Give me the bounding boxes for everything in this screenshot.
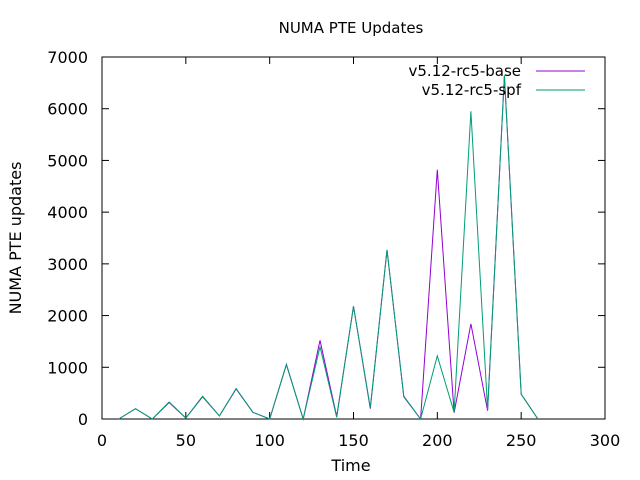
- plot-frame: [101, 56, 606, 420]
- y-tick-label: 6000: [47, 100, 88, 119]
- legend-label-1: v5.12-rc5-base: [409, 62, 522, 80]
- x-tick-label: 0: [97, 431, 107, 450]
- x-tick-label: 150: [338, 431, 369, 450]
- y-tick-label: 5000: [47, 151, 88, 170]
- series-lines: [118, 75, 539, 421]
- x-tick-label: 50: [176, 431, 196, 450]
- chart-title: NUMA PTE Updates: [279, 19, 424, 37]
- y-tick-label: 1000: [47, 358, 88, 377]
- series-line-1: [118, 75, 539, 421]
- y-tick-label: 2000: [47, 307, 88, 326]
- x-tick-label: 100: [254, 431, 285, 450]
- legend-label-2: v5.12-rc5-spf: [422, 81, 522, 99]
- y-tick-label: 7000: [47, 48, 88, 67]
- x-axis-label: Time: [330, 456, 370, 475]
- x-axis: 0 50 100 150 200 250 300: [97, 57, 620, 450]
- x-tick-label: 200: [422, 431, 453, 450]
- y-axis: 0 1000 2000 3000 4000 5000 6000 7000: [47, 48, 605, 429]
- plot-border: [101, 56, 606, 420]
- x-tick-label: 250: [506, 431, 537, 450]
- series-line-2: [118, 75, 539, 421]
- y-tick-label: 4000: [47, 203, 88, 222]
- y-axis-label: NUMA PTE updates: [6, 162, 25, 315]
- y-tick-label: 3000: [47, 255, 88, 274]
- x-tick-label: 300: [590, 431, 621, 450]
- y-tick-label: 0: [78, 410, 88, 429]
